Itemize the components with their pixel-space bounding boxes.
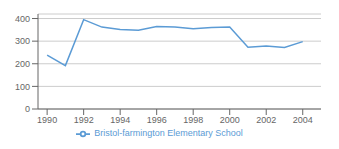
svg-text:2000: 2000 bbox=[220, 115, 240, 125]
svg-text:1990: 1990 bbox=[37, 115, 57, 125]
svg-text:400: 400 bbox=[15, 14, 30, 24]
svg-text:1996: 1996 bbox=[147, 115, 167, 125]
svg-text:1994: 1994 bbox=[110, 115, 130, 125]
svg-text:2002: 2002 bbox=[256, 115, 276, 125]
svg-text:300: 300 bbox=[15, 36, 30, 46]
svg-text:0: 0 bbox=[25, 104, 30, 114]
svg-text:200: 200 bbox=[15, 59, 30, 69]
svg-text:1992: 1992 bbox=[74, 115, 94, 125]
html-text:Bristol-farmington Elementary: Bristol-farmington Elementary School bbox=[94, 128, 243, 139]
svg-text:100: 100 bbox=[15, 82, 30, 92]
svg-text:1998: 1998 bbox=[183, 115, 203, 125]
svg-text:2004: 2004 bbox=[293, 115, 313, 125]
